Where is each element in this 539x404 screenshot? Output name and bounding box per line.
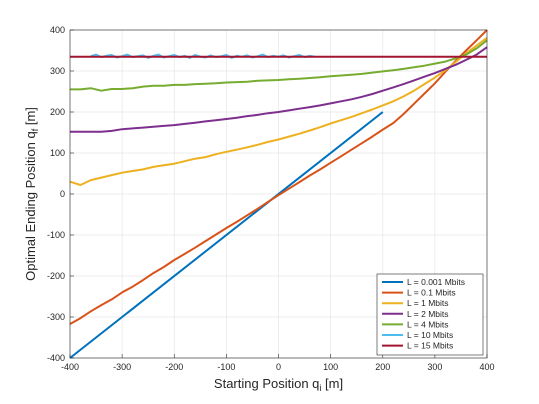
series-line-2 <box>69 36 488 186</box>
legend-label: L = 10 Mbits <box>407 330 453 340</box>
x-tick-label: 0 <box>276 362 281 372</box>
series-line-1 <box>69 29 488 325</box>
series-line-0 <box>69 111 384 359</box>
y-tick-label: -400 <box>47 353 65 363</box>
x-tick-label: 200 <box>375 362 390 372</box>
x-axis-label-main: Starting Position q <box>214 376 320 391</box>
x-axis-label-subscript: i <box>319 383 321 393</box>
y-tick-labels: -400 -300 -200 -100 0 100 200 300 400 <box>47 25 65 363</box>
x-axis-label: Starting Position qi [m] <box>214 376 343 393</box>
x-tick-label: -400 <box>61 362 79 372</box>
y-axis-label-main: Optimal Ending Position q <box>23 131 38 281</box>
x-tick-label: -200 <box>165 362 183 372</box>
series-line-4 <box>70 39 488 92</box>
y-axis-label: Optimal Ending Position qf [m] <box>23 107 40 281</box>
x-axis-label-unit: [m] <box>321 376 343 391</box>
series-line-3 <box>70 46 488 133</box>
legend-label: L = 1 Mbits <box>407 298 449 308</box>
y-tick-label: -200 <box>47 271 65 281</box>
x-tick-label: 300 <box>427 362 442 372</box>
x-tick-label: 100 <box>323 362 338 372</box>
y-tick-label: 300 <box>50 66 65 76</box>
plot-border <box>69 29 488 359</box>
x-tick-label: 400 <box>479 362 494 372</box>
y-tick-label: 200 <box>50 107 65 117</box>
legend-label: L = 15 Mbits <box>407 341 453 351</box>
y-tick-label: 100 <box>50 148 65 158</box>
x-tick-label: -100 <box>217 362 235 372</box>
y-axis-label-subscript: f <box>30 128 40 131</box>
legend-label: L = 0.001 Mbits <box>407 277 465 287</box>
x-tick-labels: -400 -300 -200 -100 0 100 200 300 400 <box>61 362 495 372</box>
x-tick-label: -300 <box>113 362 131 372</box>
legend-label: L = 4 Mbits <box>407 319 449 329</box>
y-tick-label: -300 <box>47 312 65 322</box>
y-tick-label: 400 <box>50 25 65 35</box>
legend-label: L = 0.1 Mbits <box>407 288 456 298</box>
series-lines <box>69 29 488 359</box>
y-axis-label-unit: [m] <box>23 107 38 129</box>
y-tick-label: 0 <box>60 189 65 199</box>
y-tick-label: -100 <box>47 230 65 240</box>
legend-label: L = 2 Mbits <box>407 309 449 319</box>
